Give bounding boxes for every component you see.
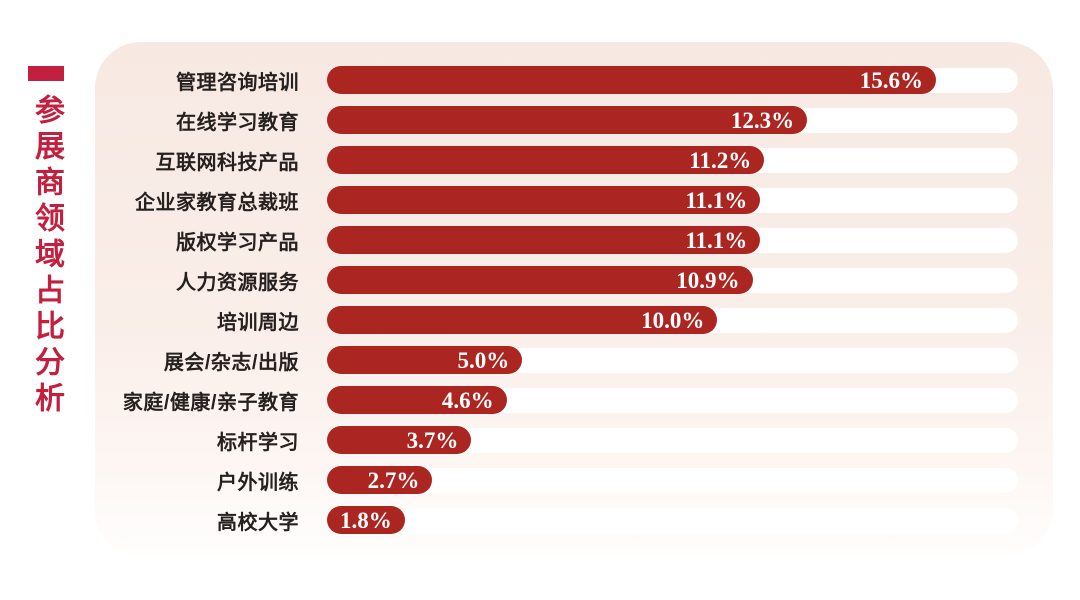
chart-row: 在线学习教育 12.3%: [115, 100, 1018, 140]
bar-segment: 3.7%: [327, 426, 472, 454]
value-label: 12.3%: [730, 107, 795, 133]
value-label: 5.0%: [457, 347, 510, 373]
value-label: 1.8%: [340, 507, 392, 533]
bar-track: 3.7%: [327, 426, 1018, 454]
bar-segment: 12.3%: [327, 106, 808, 134]
chart-row: 互联网科技产品 11.2%: [115, 140, 1018, 180]
value-label: 11.2%: [689, 147, 752, 173]
chart-row: 户外训练 2.7%: [115, 460, 1018, 500]
chart-row: 管理咨询培训 15.6%: [115, 60, 1018, 100]
bar-segment: 15.6%: [327, 66, 937, 94]
category-label: 互联网科技产品: [155, 151, 299, 174]
bar-track: 11.1%: [327, 186, 1018, 214]
bar-track: 15.6%: [327, 66, 1018, 94]
value-label: 10.0%: [641, 307, 705, 333]
bar-segment: 11.2%: [327, 146, 765, 174]
page-title: 参展商领域占比分析: [30, 94, 63, 418]
bar-segment: 11.1%: [327, 186, 761, 214]
category-label: 企业家教育总裁班: [135, 191, 299, 214]
bar-track: 2.7%: [327, 466, 1018, 494]
chart-row: 培训周边 10.0%: [115, 300, 1018, 340]
chart-row: 人力资源服务 10.9%: [115, 260, 1018, 300]
chart-row: 高校大学 1.8%: [115, 500, 1018, 540]
bar-segment: 11.1%: [327, 226, 761, 254]
bar-segment: 10.0%: [327, 306, 718, 334]
value-label: 10.9%: [676, 267, 740, 293]
category-label: 家庭/健康/亲子教育: [122, 391, 299, 414]
chart-row: 标杆学习 3.7%: [115, 420, 1018, 460]
value-label: 11.1%: [685, 227, 748, 253]
category-label: 管理咨询培训: [176, 71, 299, 94]
bar-segment: 2.7%: [327, 466, 433, 494]
category-label: 人力资源服务: [176, 271, 299, 294]
value-label: 4.6%: [441, 387, 494, 413]
bar-track: 10.9%: [327, 266, 1018, 294]
value-label: 2.7%: [367, 467, 420, 493]
category-label: 标杆学习: [217, 431, 299, 454]
chart-panel: 管理咨询培训 15.6% 在线学习教育 12.3% 互联网科技产品 11.2%: [95, 42, 1053, 556]
title-block: 参展商领域占比分析: [24, 66, 68, 418]
bar-track: 11.2%: [327, 146, 1018, 174]
category-label: 版权学习产品: [176, 231, 299, 254]
bar-chart: 管理咨询培训 15.6% 在线学习教育 12.3% 互联网科技产品 11.2%: [115, 60, 1018, 540]
value-label: 11.1%: [685, 187, 748, 213]
bar-track: 10.0%: [327, 306, 1018, 334]
chart-row: 企业家教育总裁班 11.1%: [115, 180, 1018, 220]
category-label: 高校大学: [217, 511, 299, 534]
category-label: 培训周边: [217, 311, 299, 334]
bar-track: 11.1%: [327, 226, 1018, 254]
bar-segment: 5.0%: [327, 346, 523, 374]
bar-segment: 1.8%: [327, 506, 405, 534]
bar-segment: 10.9%: [327, 266, 753, 294]
chart-row: 展会/杂志/出版 5.0%: [115, 340, 1018, 380]
bar-track: 12.3%: [327, 106, 1018, 134]
value-label: 15.6%: [859, 67, 924, 93]
bar-track: 1.8%: [327, 506, 1018, 534]
category-label: 户外训练: [217, 471, 299, 494]
bar-track: 5.0%: [327, 346, 1018, 374]
category-label: 展会/杂志/出版: [163, 351, 299, 374]
chart-row: 版权学习产品 11.1%: [115, 220, 1018, 260]
bar-segment: 4.6%: [327, 386, 507, 414]
category-label: 在线学习教育: [176, 111, 299, 134]
bar-track: 4.6%: [327, 386, 1018, 414]
chart-row: 家庭/健康/亲子教育 4.6%: [115, 380, 1018, 420]
value-label: 3.7%: [406, 427, 459, 453]
title-dash-decoration: [28, 66, 64, 81]
